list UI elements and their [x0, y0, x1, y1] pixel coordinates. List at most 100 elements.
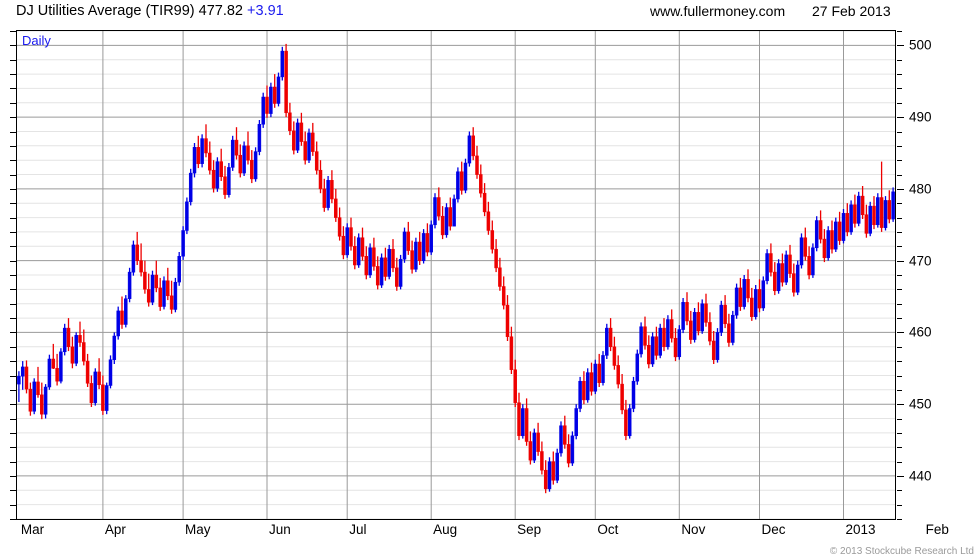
- y-axis-minor-tick: [897, 447, 902, 449]
- y-axis-minor-tick: [897, 418, 902, 420]
- y-axis-left-tick: [10, 404, 16, 406]
- y-axis-major-tick: [897, 260, 904, 262]
- y-axis-minor-tick: [897, 231, 902, 233]
- price-chart-plot-area: Daily: [16, 30, 896, 520]
- y-axis-left-tick: [10, 145, 16, 147]
- candle-series: [17, 43, 895, 494]
- y-axis-tick-label: 460: [909, 324, 932, 340]
- y-axis-left-tick: [10, 519, 16, 520]
- y-axis-major-tick: [897, 117, 904, 119]
- y-axis-minor-tick: [897, 318, 902, 320]
- y-axis-left-tick: [10, 447, 16, 449]
- y-axis-left-tick: [10, 289, 16, 291]
- y-axis-minor-tick: [897, 31, 902, 32]
- x-axis-tick-label: Jun: [269, 522, 291, 537]
- x-axis-tick-label: Apr: [104, 522, 126, 537]
- y-axis-minor-tick: [897, 461, 902, 463]
- y-axis-minor-tick: [897, 346, 902, 348]
- y-axis-minor-tick: [897, 131, 902, 133]
- y-axis-left-tick: [10, 45, 16, 47]
- y-axis-left-tick: [10, 375, 16, 377]
- x-axis-tick-label: Mar: [20, 522, 45, 537]
- major-gridlines: [17, 44, 895, 477]
- chart-date: 27 Feb 2013: [812, 3, 891, 19]
- y-axis-left-tick: [10, 102, 16, 104]
- x-axis-tick-label: Jul: [349, 522, 367, 537]
- instrument-title: DJ Utilities Average (TIR99) 477.82 +3.9…: [16, 3, 284, 19]
- y-axis-minor-tick: [897, 88, 902, 90]
- y-axis-left-tick: [10, 203, 16, 205]
- y-axis-minor-tick: [897, 432, 902, 434]
- x-axis-tick-label: Oct: [597, 522, 619, 537]
- y-axis-minor-tick: [897, 160, 902, 162]
- y-axis-major-tick: [897, 475, 904, 477]
- y-axis-left-tick: [10, 275, 16, 276]
- chart-canvas: [17, 31, 895, 519]
- y-axis-left-tick: [10, 346, 16, 348]
- y-axis-left-tick: [10, 59, 16, 61]
- y-axis-minor-tick: [897, 375, 902, 377]
- chart-header: DJ Utilities Average (TIR99) 477.82 +3.9…: [0, 0, 980, 26]
- x-axis-tick-label: Feb: [925, 522, 949, 537]
- y-axis-left-tick: [10, 217, 16, 219]
- y-axis-left-tick: [10, 461, 16, 463]
- y-axis-minor-tick: [897, 217, 902, 219]
- y-axis-major-tick: [897, 45, 904, 47]
- y-axis-left-tick: [10, 389, 16, 391]
- y-axis-major-tick: [897, 404, 904, 406]
- y-axis-left-tick: [10, 131, 16, 133]
- copyright-notice: © 2013 Stockcube Research Ltd: [829, 546, 974, 557]
- y-axis-left-tick: [10, 361, 16, 363]
- x-axis-tick-label: Sep: [517, 522, 542, 537]
- y-axis-left-tick: [10, 160, 16, 162]
- y-axis-left-tick: [10, 188, 16, 190]
- price-change: +3.91: [247, 3, 284, 19]
- y-axis-tick-label: 440: [909, 468, 932, 484]
- y-axis-tick-label: 500: [909, 37, 932, 53]
- y-axis-minor-tick: [897, 361, 902, 363]
- x-axis-tick-label: May: [185, 522, 211, 537]
- y-axis-minor-tick: [897, 59, 902, 61]
- y-axis-tick-label: 490: [909, 109, 932, 125]
- y-axis-left-tick: [10, 432, 16, 434]
- y-axis-left-tick: [10, 31, 16, 32]
- y-axis-minor-tick: [897, 289, 902, 291]
- y-axis-minor-tick: [897, 246, 902, 248]
- y-axis-minor-tick: [897, 203, 902, 205]
- y-axis-left-tick: [10, 504, 16, 506]
- y-axis-left-tick: [10, 303, 16, 305]
- y-axis-left-tick: [10, 418, 16, 420]
- y-axis-tick-label: 470: [909, 253, 932, 269]
- y-axis-left-tick: [10, 260, 16, 262]
- y-axis-minor-tick: [897, 145, 902, 147]
- y-axis-tick-label: 480: [909, 181, 932, 197]
- y-axis-left-tick: [10, 74, 16, 76]
- x-axis-tick-label: 2013: [845, 522, 876, 537]
- y-axis-minor-tick: [897, 389, 902, 391]
- y-axis-left-tick: [10, 332, 16, 334]
- y-axis-major-tick: [897, 188, 904, 190]
- y-axis-left-tick: [10, 231, 16, 233]
- y-axis-minor-tick: [897, 275, 902, 276]
- x-axis: Mar Apr May Jun Jul Aug Sep Oct Nov Dec 2013 Feb: [0, 522, 980, 546]
- y-axis-tick-label: 450: [909, 396, 932, 412]
- y-axis-left-tick: [10, 88, 16, 90]
- y-axis-minor-tick: [897, 519, 902, 520]
- y-axis-major-tick: [897, 332, 904, 334]
- instrument-name-and-price: DJ Utilities Average (TIR99) 477.82: [16, 3, 244, 19]
- y-axis-minor-tick: [897, 174, 902, 176]
- y-axis-left-tick: [10, 174, 16, 176]
- y-axis-left-tick: [10, 318, 16, 320]
- candlestick-svg: [17, 31, 895, 519]
- y-axis-minor-tick: [897, 74, 902, 76]
- y-axis-minor-tick: [897, 504, 902, 506]
- y-axis-minor-tick: [897, 490, 902, 492]
- website-label: www.fullermoney.com: [650, 3, 786, 19]
- y-axis-minor-tick: [897, 102, 902, 104]
- y-axis-left-tick: [10, 490, 16, 492]
- y-axis-minor-tick: [897, 303, 902, 305]
- x-axis-tick-label: Nov: [681, 522, 706, 537]
- y-axis: 440 450 460 470 480 490 500: [897, 30, 979, 522]
- y-axis-left-tick: [10, 117, 16, 119]
- x-axis-tick-label: Dec: [761, 522, 786, 537]
